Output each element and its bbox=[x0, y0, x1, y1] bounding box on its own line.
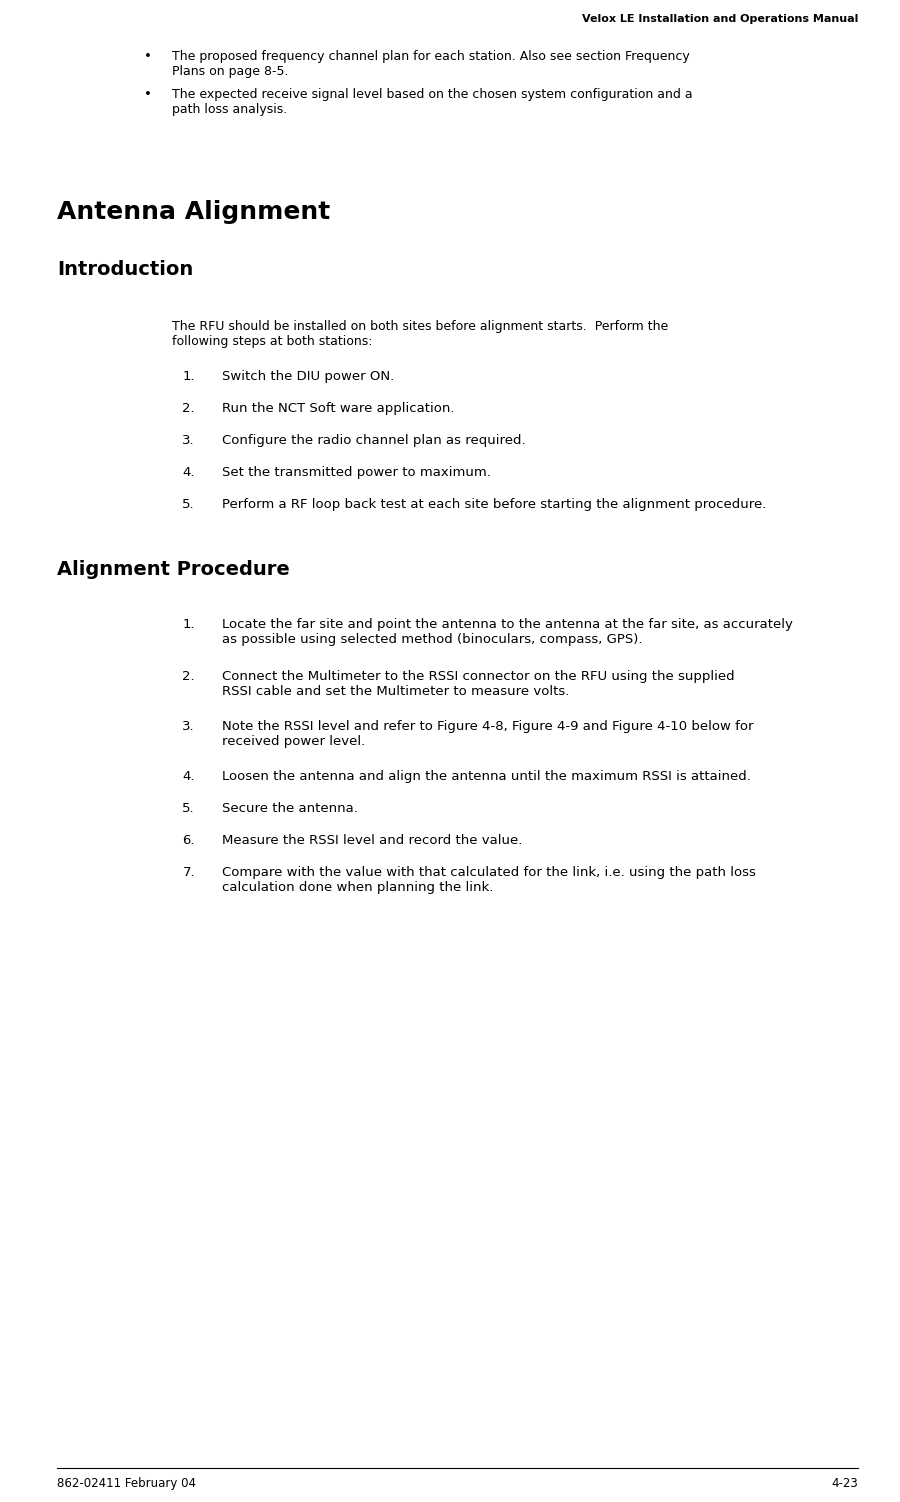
Text: •: • bbox=[144, 50, 152, 63]
Text: Velox LE Installation and Operations Manual: Velox LE Installation and Operations Man… bbox=[581, 14, 858, 24]
Text: Loosen the antenna and align the antenna until the maximum RSSI is attained.: Loosen the antenna and align the antenna… bbox=[222, 771, 751, 783]
Text: Antenna Alignment: Antenna Alignment bbox=[57, 200, 330, 224]
Text: 862-02411 February 04: 862-02411 February 04 bbox=[57, 1476, 196, 1490]
Text: The proposed frequency channel plan for each station. Also see section Frequency: The proposed frequency channel plan for … bbox=[172, 50, 689, 78]
Text: Locate the far site and point the antenna to the antenna at the far site, as acc: Locate the far site and point the antenn… bbox=[222, 617, 793, 646]
Text: Measure the RSSI level and record the value.: Measure the RSSI level and record the va… bbox=[222, 834, 522, 847]
Text: •: • bbox=[144, 89, 152, 101]
Text: 7.: 7. bbox=[183, 867, 195, 879]
Text: Run the NCT Soft ware application.: Run the NCT Soft ware application. bbox=[222, 403, 454, 415]
Text: Alignment Procedure: Alignment Procedure bbox=[57, 560, 290, 578]
Text: 2.: 2. bbox=[183, 670, 195, 683]
Text: 3.: 3. bbox=[183, 434, 195, 448]
Text: 6.: 6. bbox=[183, 834, 195, 847]
Text: Compare with the value with that calculated for the link, i.e. using the path lo: Compare with the value with that calcula… bbox=[222, 867, 756, 894]
Text: 4-23: 4-23 bbox=[832, 1476, 858, 1490]
Text: Perform a RF loop back test at each site before starting the alignment procedure: Perform a RF loop back test at each site… bbox=[222, 499, 767, 511]
Text: The RFU should be installed on both sites before alignment starts.  Perform the
: The RFU should be installed on both site… bbox=[172, 320, 668, 348]
Text: 5.: 5. bbox=[183, 499, 195, 511]
Text: 3.: 3. bbox=[183, 719, 195, 733]
Text: Set the transmitted power to maximum.: Set the transmitted power to maximum. bbox=[222, 466, 491, 479]
Text: The expected receive signal level based on the chosen system configuration and a: The expected receive signal level based … bbox=[172, 89, 693, 116]
Text: 2.: 2. bbox=[183, 403, 195, 415]
Text: Note the RSSI level and refer to Figure 4-8, Figure 4-9 and Figure 4-10 below fo: Note the RSSI level and refer to Figure … bbox=[222, 719, 753, 748]
Text: Configure the radio channel plan as required.: Configure the radio channel plan as requ… bbox=[222, 434, 526, 448]
Text: Switch the DIU power ON.: Switch the DIU power ON. bbox=[222, 369, 394, 383]
Text: 5.: 5. bbox=[183, 802, 195, 816]
Text: 1.: 1. bbox=[183, 617, 195, 631]
Text: Introduction: Introduction bbox=[57, 260, 194, 279]
Text: Connect the Multimeter to the RSSI connector on the RFU using the supplied
RSSI : Connect the Multimeter to the RSSI conne… bbox=[222, 670, 734, 698]
Text: Secure the antenna.: Secure the antenna. bbox=[222, 802, 358, 816]
Text: 4.: 4. bbox=[183, 466, 195, 479]
Text: 4.: 4. bbox=[183, 771, 195, 783]
Text: 1.: 1. bbox=[183, 369, 195, 383]
